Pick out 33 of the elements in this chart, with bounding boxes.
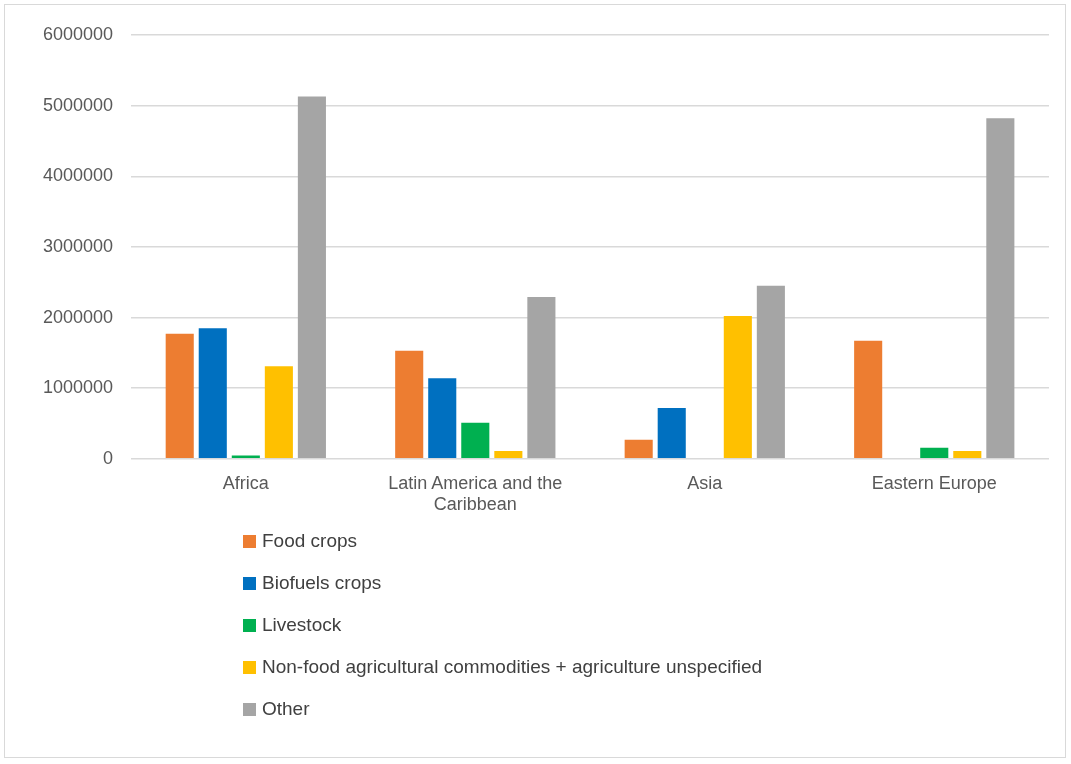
y-tick-label: 5000000: [43, 94, 114, 115]
bar: [624, 439, 653, 459]
y-tick-label: 1000000: [43, 377, 114, 398]
bar: [165, 333, 194, 459]
bar: [297, 96, 326, 459]
bar: [494, 451, 523, 459]
legend-label: Non-food agricultural commodities + agriculture unspecified: [262, 656, 763, 678]
bar: [854, 340, 883, 459]
legend-label: Food crops: [262, 530, 358, 552]
bar: [657, 407, 686, 459]
legend-label: Biofuels crops: [262, 572, 382, 594]
bar: [428, 378, 457, 459]
x-tick-label: Asia: [687, 472, 724, 493]
y-tick-label: 2000000: [43, 306, 114, 327]
y-tick-label: 6000000: [43, 23, 114, 44]
y-tick-label: 4000000: [43, 165, 114, 186]
y-tick-label: 0: [103, 447, 114, 468]
x-tick-label: Eastern Europe: [871, 472, 997, 493]
legend-label: Livestock: [262, 614, 342, 636]
bar: [920, 447, 949, 459]
legend-label: Other: [262, 698, 310, 720]
bar: [461, 422, 490, 459]
bar: [264, 366, 293, 459]
y-tick-label: 3000000: [43, 235, 114, 256]
bar: [395, 350, 424, 459]
bar: [198, 328, 227, 459]
bar: [953, 451, 982, 459]
x-tick-label: Latin America and the Caribbean: [388, 472, 563, 515]
bar: [756, 285, 785, 459]
x-tick-label: Africa: [222, 472, 270, 493]
bar: [723, 316, 752, 459]
bar: [986, 118, 1015, 459]
bar: [527, 297, 556, 459]
